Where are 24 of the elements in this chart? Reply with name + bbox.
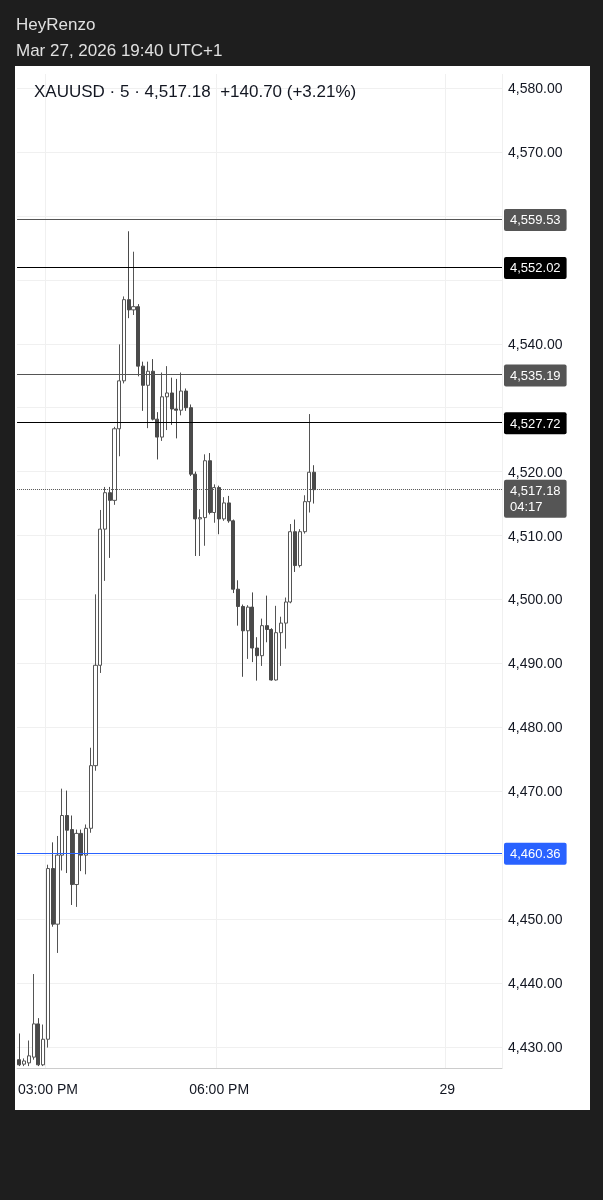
y-tick-label: 4,480.00 <box>508 719 563 736</box>
y-tick-label: 4,570.00 <box>508 143 563 160</box>
y-tick-label: 4,580.00 <box>508 80 563 97</box>
x-tick-label: 03:00 PM <box>17 1081 78 1097</box>
ref-line-label: 4,535.19 <box>510 368 561 383</box>
y-tick-label: 4,520.00 <box>508 463 563 480</box>
ref-line-label: 4,517.18 04:17 <box>510 483 561 515</box>
y-tick-label: 4,430.00 <box>508 1038 563 1055</box>
ref-line-label: 4,552.02 <box>510 260 561 276</box>
text: HeyRenzo <box>16 14 97 36</box>
y-tick-label: 4,540.00 <box>508 335 563 352</box>
text: Mar 27, 2026 19:40 UTC+1 <box>16 40 223 62</box>
y-tick-label: 4,450.00 <box>508 911 563 928</box>
ref-line-label: 4,559.53 <box>510 212 561 228</box>
x-tick-label: 29 <box>439 1081 456 1097</box>
x-tick-label: 06:00 PM <box>189 1081 250 1097</box>
y-tick-label: 4,470.00 <box>508 783 563 800</box>
y-tick-label: 4,500.00 <box>508 591 563 608</box>
y-tick-label: 4,440.00 <box>508 974 563 991</box>
ref-line-label: 4,460.36 <box>510 846 561 862</box>
ref-line-label: 4,527.72 <box>510 415 561 431</box>
y-tick-label: 4,490.00 <box>508 655 563 672</box>
text: XAUUSD · 5 · 4,517.18 +140.70 (+3.21%) <box>34 82 357 101</box>
y-tick-label: 4,510.00 <box>508 527 563 544</box>
